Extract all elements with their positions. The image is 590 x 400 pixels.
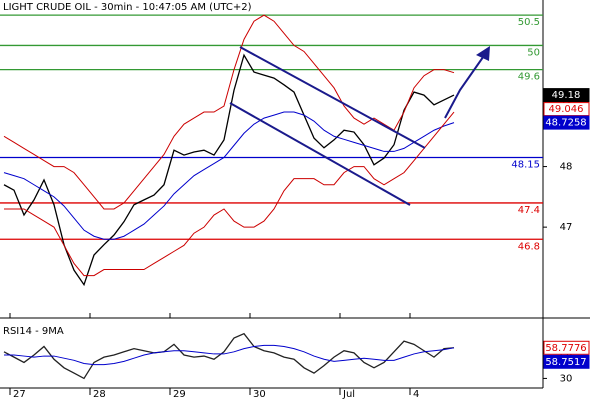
x-tick-label: Jul [342,389,355,400]
x-tick-label: 4 [413,389,419,400]
level-label: 49.6 [518,72,540,83]
chart-title: LIGHT CRUDE OIL - 30min - 10:47:05 AM (U… [3,2,252,13]
level-label: 50.5 [518,17,540,28]
price-tag [543,102,590,117]
level-label: 48.15 [511,159,540,170]
trend-line [239,46,426,149]
price-tag [543,354,590,369]
x-tick-label: 30 [253,389,266,400]
level-label: 47.4 [518,205,540,216]
series-line [4,344,455,366]
price-tag [543,115,590,130]
series-line [3,111,455,240]
series-line [3,332,455,380]
y-tick-label: 30 [560,373,573,384]
series-line [3,53,455,287]
y-tick-label: 48 [560,162,573,173]
price-tag-label: 49.046 [549,104,584,115]
series-line [3,14,455,210]
series-line [4,111,455,277]
y-tick-label: 47 [560,222,573,233]
projection-arrow [444,49,489,119]
panel-title: RSI14 - 9MA [3,326,64,337]
price-tag-label: 58.7776 [545,343,586,354]
x-tick-label: 29 [173,389,186,400]
level-label: 46.8 [518,241,540,252]
level-label: 50 [527,47,540,58]
price-tag-label: 48.7258 [545,118,586,129]
price-tag [543,340,590,355]
price-tag [543,88,590,103]
trend-line [229,102,411,206]
price-tag-label: 58.7517 [545,357,586,368]
x-tick-label: 27 [13,389,26,400]
price-tag-label: 49.18 [552,90,581,101]
x-tick-label: 28 [93,389,106,400]
arrow-head [476,46,490,61]
